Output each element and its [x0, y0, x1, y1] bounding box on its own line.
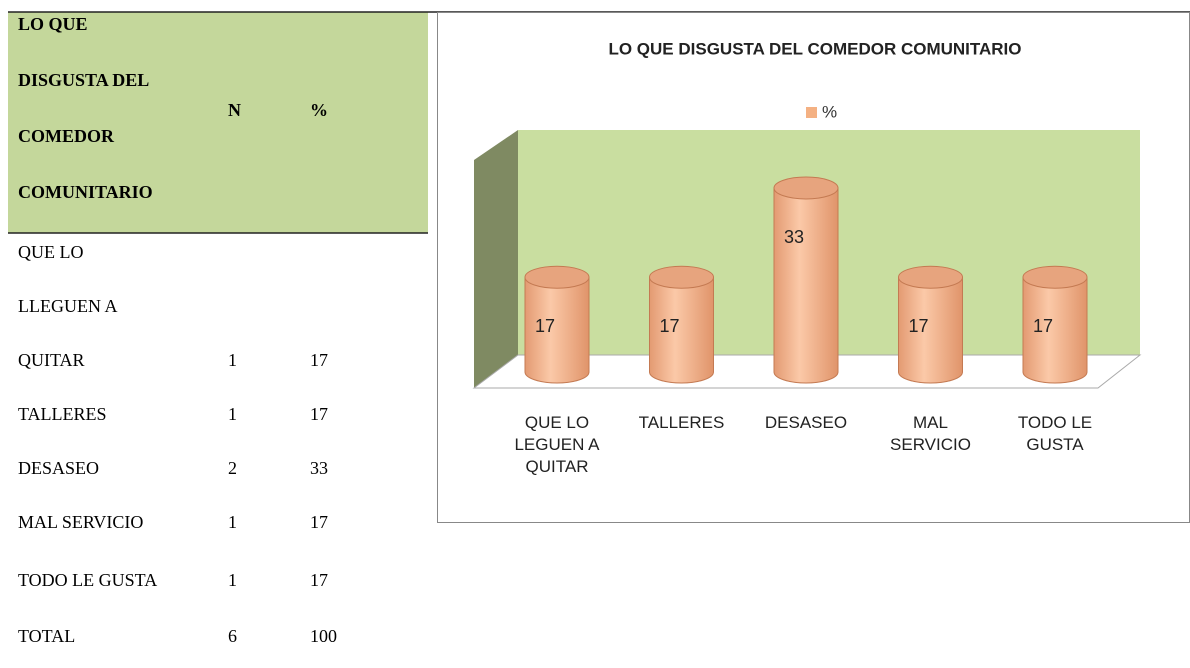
table-cell: 6	[228, 626, 237, 646]
x-tick-label: TODO LE GUSTA	[1017, 413, 1093, 454]
cylinder	[1022, 276, 1088, 384]
table-cell: 17	[310, 350, 328, 370]
data-label: 17	[535, 316, 555, 336]
cylinder	[649, 276, 714, 384]
header-cell: LO QUE DISGUSTA DEL COMEDOR COMUNITARIO	[18, 14, 153, 202]
side-wall	[474, 130, 518, 388]
table-cell: QUE LO LLEGUEN A QUITAR	[18, 242, 117, 370]
cylinder	[898, 276, 963, 384]
data-label: 33	[784, 227, 804, 247]
x-tick-label: QUE LO LEGUEN A QUITAR	[514, 413, 600, 476]
table-cell: 2	[228, 458, 237, 478]
chart-title: LO QUE DISGUSTA DEL COMEDOR COMUNITARIO	[608, 39, 1021, 58]
cylinder-top	[1022, 265, 1088, 289]
table-cell: DESASEO	[18, 458, 100, 478]
cylinder	[773, 187, 839, 384]
cylinder-top	[524, 265, 590, 289]
x-tick-label: MAL SERVICIO	[890, 413, 971, 454]
table-cell: 1	[228, 512, 237, 532]
table-cell: 17	[310, 570, 328, 590]
table-cell: 100	[310, 626, 337, 646]
table-cell: TODO LE GUSTA	[18, 570, 158, 590]
table-cell: 33	[310, 458, 328, 478]
table-cell: 17	[310, 512, 328, 532]
table-cell: 1	[228, 350, 237, 370]
header-cell: N	[228, 100, 241, 120]
table-cell: 1	[228, 570, 237, 590]
table-cell: MAL SERVICIO	[18, 512, 144, 532]
table-cell: TALLERES	[18, 404, 107, 424]
cylinder-top	[773, 176, 839, 200]
header-bg	[8, 12, 428, 233]
table-cell: TOTAL	[18, 626, 76, 646]
table-cell: 1	[228, 404, 237, 424]
data-label: 17	[1033, 316, 1053, 336]
data-label: 17	[659, 316, 679, 336]
x-tick-label: TALLERES	[638, 413, 725, 432]
table-cell: 17	[310, 404, 328, 424]
legend-swatch	[806, 107, 817, 118]
x-tick-label: DESASEO	[764, 413, 848, 432]
legend-label: %	[822, 102, 837, 121]
header-cell: %	[310, 100, 328, 120]
cylinder	[524, 276, 590, 384]
data-label: 17	[908, 316, 928, 336]
cylinder-top	[898, 265, 963, 289]
cylinder-top	[649, 265, 714, 289]
